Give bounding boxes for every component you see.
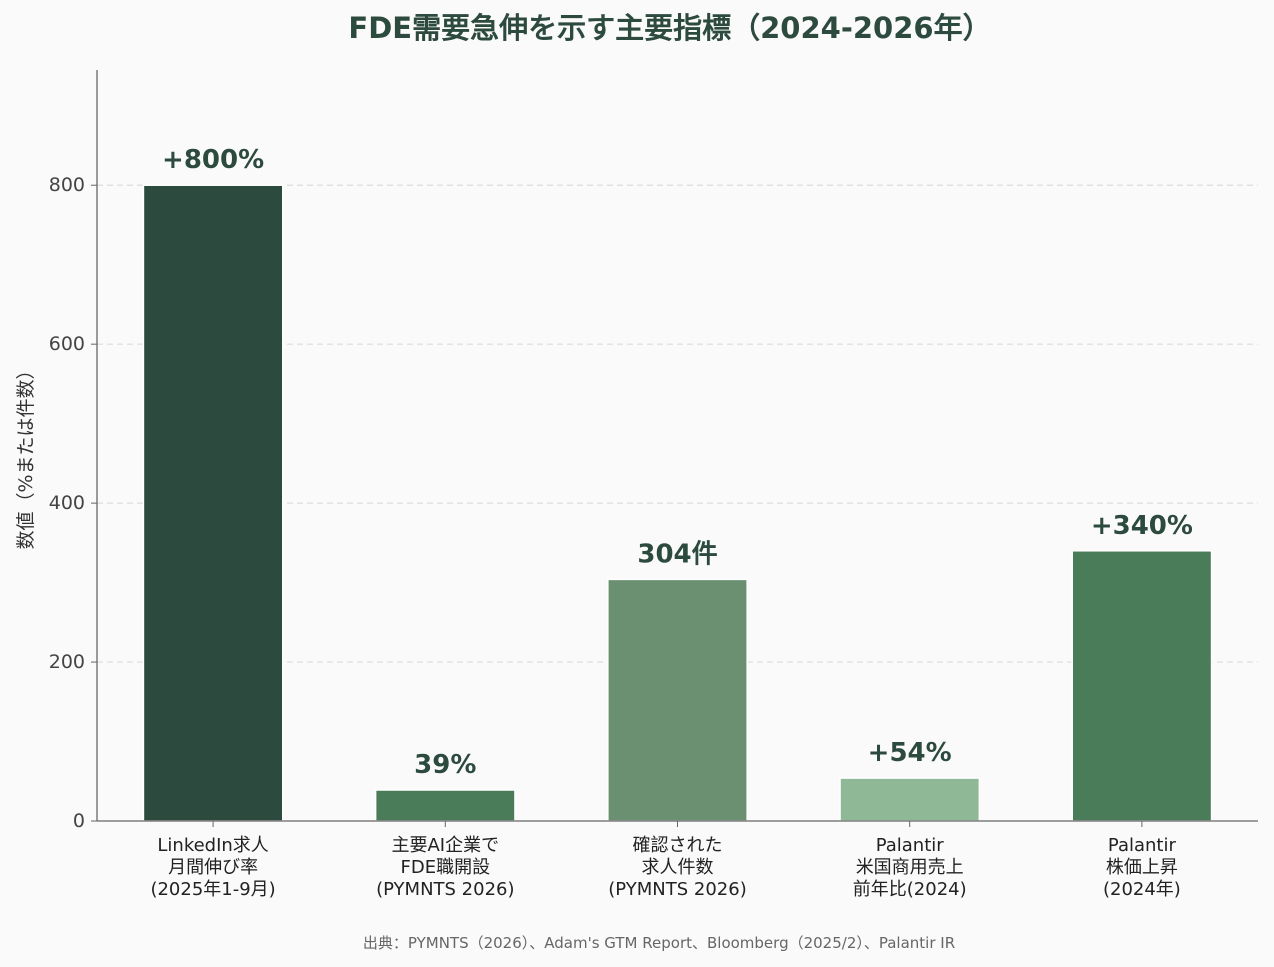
x-tick-label: 月間伸び率 <box>168 857 258 878</box>
x-tick-label: 確認された <box>633 835 723 856</box>
bar <box>374 789 516 822</box>
y-tick-label: 400 <box>49 492 85 514</box>
x-tick-label: (2025年1-9月) <box>150 879 275 900</box>
x-tick-label: 主要AI企業で <box>391 835 499 856</box>
x-tick-label: 米国商用売上 <box>856 857 964 878</box>
axes <box>91 70 1258 827</box>
source-note: 出典：PYMNTS（2026）、Adam's GTM Report、Bloomb… <box>363 934 955 952</box>
x-tick-label: (PYMNTS 2026) <box>376 879 514 900</box>
x-tick-label: FDE職開設 <box>401 857 491 878</box>
data-label: +54% <box>868 738 952 768</box>
x-tick-label: LinkedIn求人 <box>157 835 268 856</box>
bar <box>839 777 981 822</box>
bar <box>142 184 284 822</box>
x-tick-label: (2024年) <box>1103 879 1181 900</box>
labels: 0 200 400 600 800 +800% LinkedIn求人月間伸び率(2025年1… <box>49 145 1193 900</box>
bars <box>142 184 1213 822</box>
y-tick-label: 0 <box>73 810 85 832</box>
data-label: +800% <box>162 145 264 175</box>
data-label: 39% <box>414 750 476 780</box>
bar <box>607 578 748 822</box>
x-tick-label: Palantir <box>1108 835 1177 856</box>
bar <box>1071 550 1213 822</box>
x-tick-label: 求人件数 <box>642 857 714 878</box>
x-tick-label: Palantir <box>876 835 945 856</box>
data-label: 304件 <box>637 539 717 569</box>
chart-title: FDE需要急伸を示す主要指標（2024-2026年） <box>348 11 991 45</box>
y-tick-label: 800 <box>49 174 85 196</box>
data-label: +340% <box>1091 511 1193 541</box>
y-axis-title: 数値（%または件数） <box>15 360 37 549</box>
x-tick-label: (PYMNTS 2026) <box>608 879 746 900</box>
x-tick-label: 前年比(2024) <box>853 879 967 900</box>
y-tick-label: 200 <box>49 651 85 673</box>
y-tick-label: 600 <box>49 333 85 355</box>
x-tick-label: 株価上昇 <box>1106 857 1178 878</box>
